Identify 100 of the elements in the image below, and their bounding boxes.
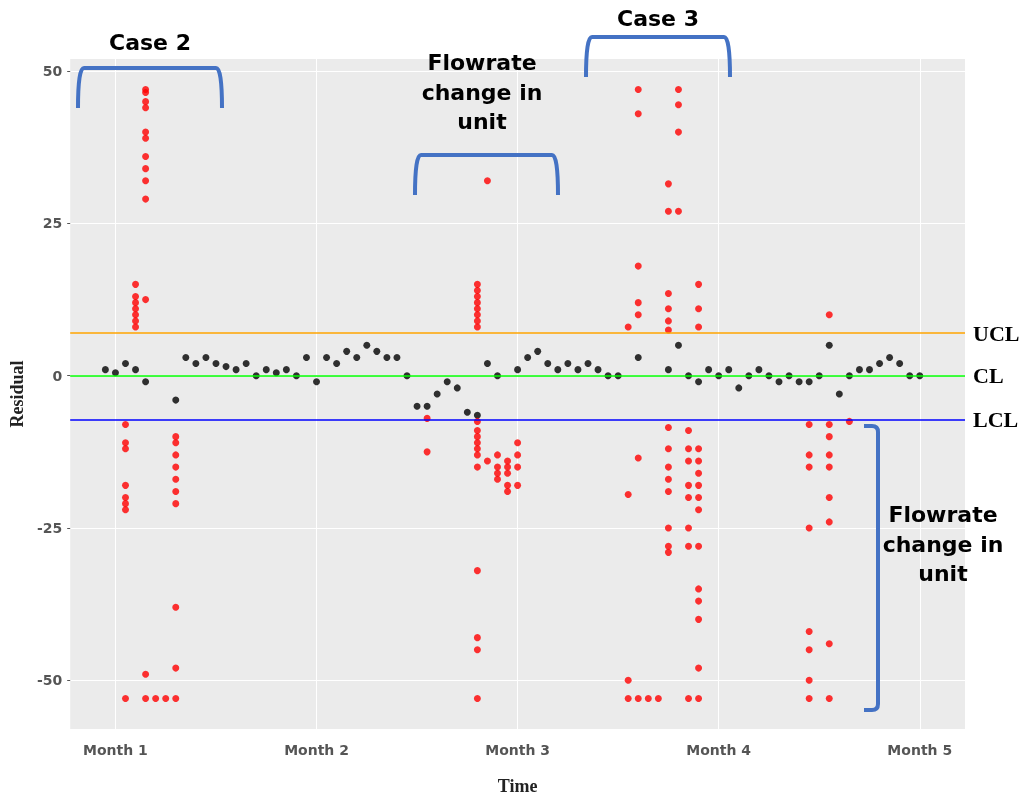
point xyxy=(483,457,491,465)
y-tick-label: -25 xyxy=(36,520,63,536)
ref-line-label: LCL xyxy=(973,407,1019,433)
point xyxy=(504,457,512,465)
point xyxy=(695,664,703,672)
text: Case 3 xyxy=(616,5,700,33)
point xyxy=(664,445,672,453)
point xyxy=(634,299,642,307)
point xyxy=(162,695,170,703)
point xyxy=(514,463,522,471)
point xyxy=(685,457,693,465)
point xyxy=(805,695,813,703)
point xyxy=(172,664,180,672)
y-tick-label: -50 xyxy=(36,672,63,689)
point xyxy=(122,695,129,703)
point xyxy=(122,445,129,453)
point xyxy=(473,695,481,703)
point xyxy=(514,451,522,459)
point xyxy=(634,454,642,462)
ref-line-label: UCL xyxy=(973,320,1020,346)
point xyxy=(142,134,150,142)
point xyxy=(142,296,150,304)
annotation: Flowrate change in unit xyxy=(881,501,1005,589)
point xyxy=(634,262,642,270)
point xyxy=(664,548,672,556)
point xyxy=(664,475,672,483)
point xyxy=(664,305,672,313)
point xyxy=(423,448,431,456)
point xyxy=(122,506,129,514)
point xyxy=(624,676,632,684)
point xyxy=(152,695,160,703)
point xyxy=(172,451,180,459)
point xyxy=(504,469,512,477)
point xyxy=(172,475,180,483)
x-tick-label: Month 3 xyxy=(485,742,550,758)
point xyxy=(825,463,833,471)
point xyxy=(132,280,140,288)
point xyxy=(685,481,693,489)
point xyxy=(624,323,632,331)
point xyxy=(142,177,150,185)
point xyxy=(825,451,833,459)
point xyxy=(695,305,703,313)
y-tick-label: 25 xyxy=(42,215,63,232)
x-tick-label: Month 5 xyxy=(887,742,953,758)
point xyxy=(473,286,481,294)
y-tick-label: 0 xyxy=(52,367,63,384)
point xyxy=(805,451,813,459)
point xyxy=(624,491,632,498)
point xyxy=(473,305,481,313)
point xyxy=(122,420,129,428)
x-axis-title: Time xyxy=(497,776,538,796)
point xyxy=(483,177,491,185)
point xyxy=(132,323,140,331)
x-tick-label: Month 4 xyxy=(686,742,752,758)
point xyxy=(624,695,632,703)
point xyxy=(664,290,672,297)
point xyxy=(695,585,703,593)
point xyxy=(514,481,522,489)
point xyxy=(634,311,642,319)
point xyxy=(172,433,180,441)
point xyxy=(654,695,662,703)
point xyxy=(494,463,501,471)
point xyxy=(142,165,150,173)
point xyxy=(142,670,150,678)
point xyxy=(805,628,813,636)
point xyxy=(122,439,129,447)
point xyxy=(494,475,501,483)
point xyxy=(695,280,703,288)
point xyxy=(122,481,129,489)
point xyxy=(685,695,693,703)
point xyxy=(695,457,703,465)
point xyxy=(825,640,833,648)
point xyxy=(473,280,481,288)
point xyxy=(473,317,481,325)
point xyxy=(695,494,703,502)
point xyxy=(644,695,652,703)
y-tick-label: 50 xyxy=(42,63,63,80)
point xyxy=(132,317,140,325)
point xyxy=(473,311,481,319)
point xyxy=(132,305,140,313)
point xyxy=(695,445,703,453)
point xyxy=(122,494,129,502)
y-axis-title: Residual xyxy=(7,360,27,428)
point xyxy=(674,128,682,136)
point xyxy=(695,506,703,514)
point xyxy=(664,524,672,532)
point xyxy=(685,445,693,453)
point xyxy=(664,542,672,550)
point xyxy=(473,439,481,447)
point xyxy=(473,451,481,459)
point xyxy=(695,695,703,703)
point xyxy=(695,542,703,550)
point xyxy=(142,695,150,703)
point xyxy=(132,311,140,319)
point xyxy=(172,500,180,508)
point xyxy=(473,433,481,441)
point xyxy=(664,424,672,431)
point xyxy=(473,463,481,471)
point xyxy=(825,518,833,526)
point xyxy=(805,676,813,684)
